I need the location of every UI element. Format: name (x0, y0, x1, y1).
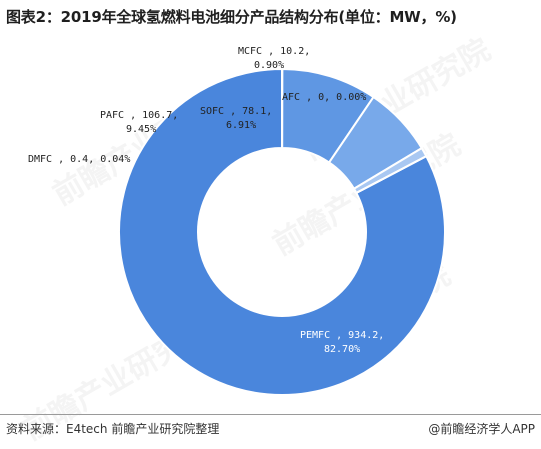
footer: 资料来源：E4tech 前瞻产业研究院整理 @前瞻经济学人APP (0, 414, 541, 443)
data-label-dmfc: DMFC , 0.4, 0.04% (28, 154, 130, 165)
data-label-afc: AFC , 0, 0.00% (282, 92, 366, 103)
brand-credit: @前瞻经济学人APP (428, 420, 535, 437)
data-label-mcfc: MCFC , 10.2,0.90% (238, 46, 310, 71)
source-note: 资料来源：E4tech 前瞻产业研究院整理 (6, 420, 219, 437)
donut-chart: PEMFC , 934.2,82.70%DMFC , 0.4, 0.04%PAF… (0, 0, 541, 414)
